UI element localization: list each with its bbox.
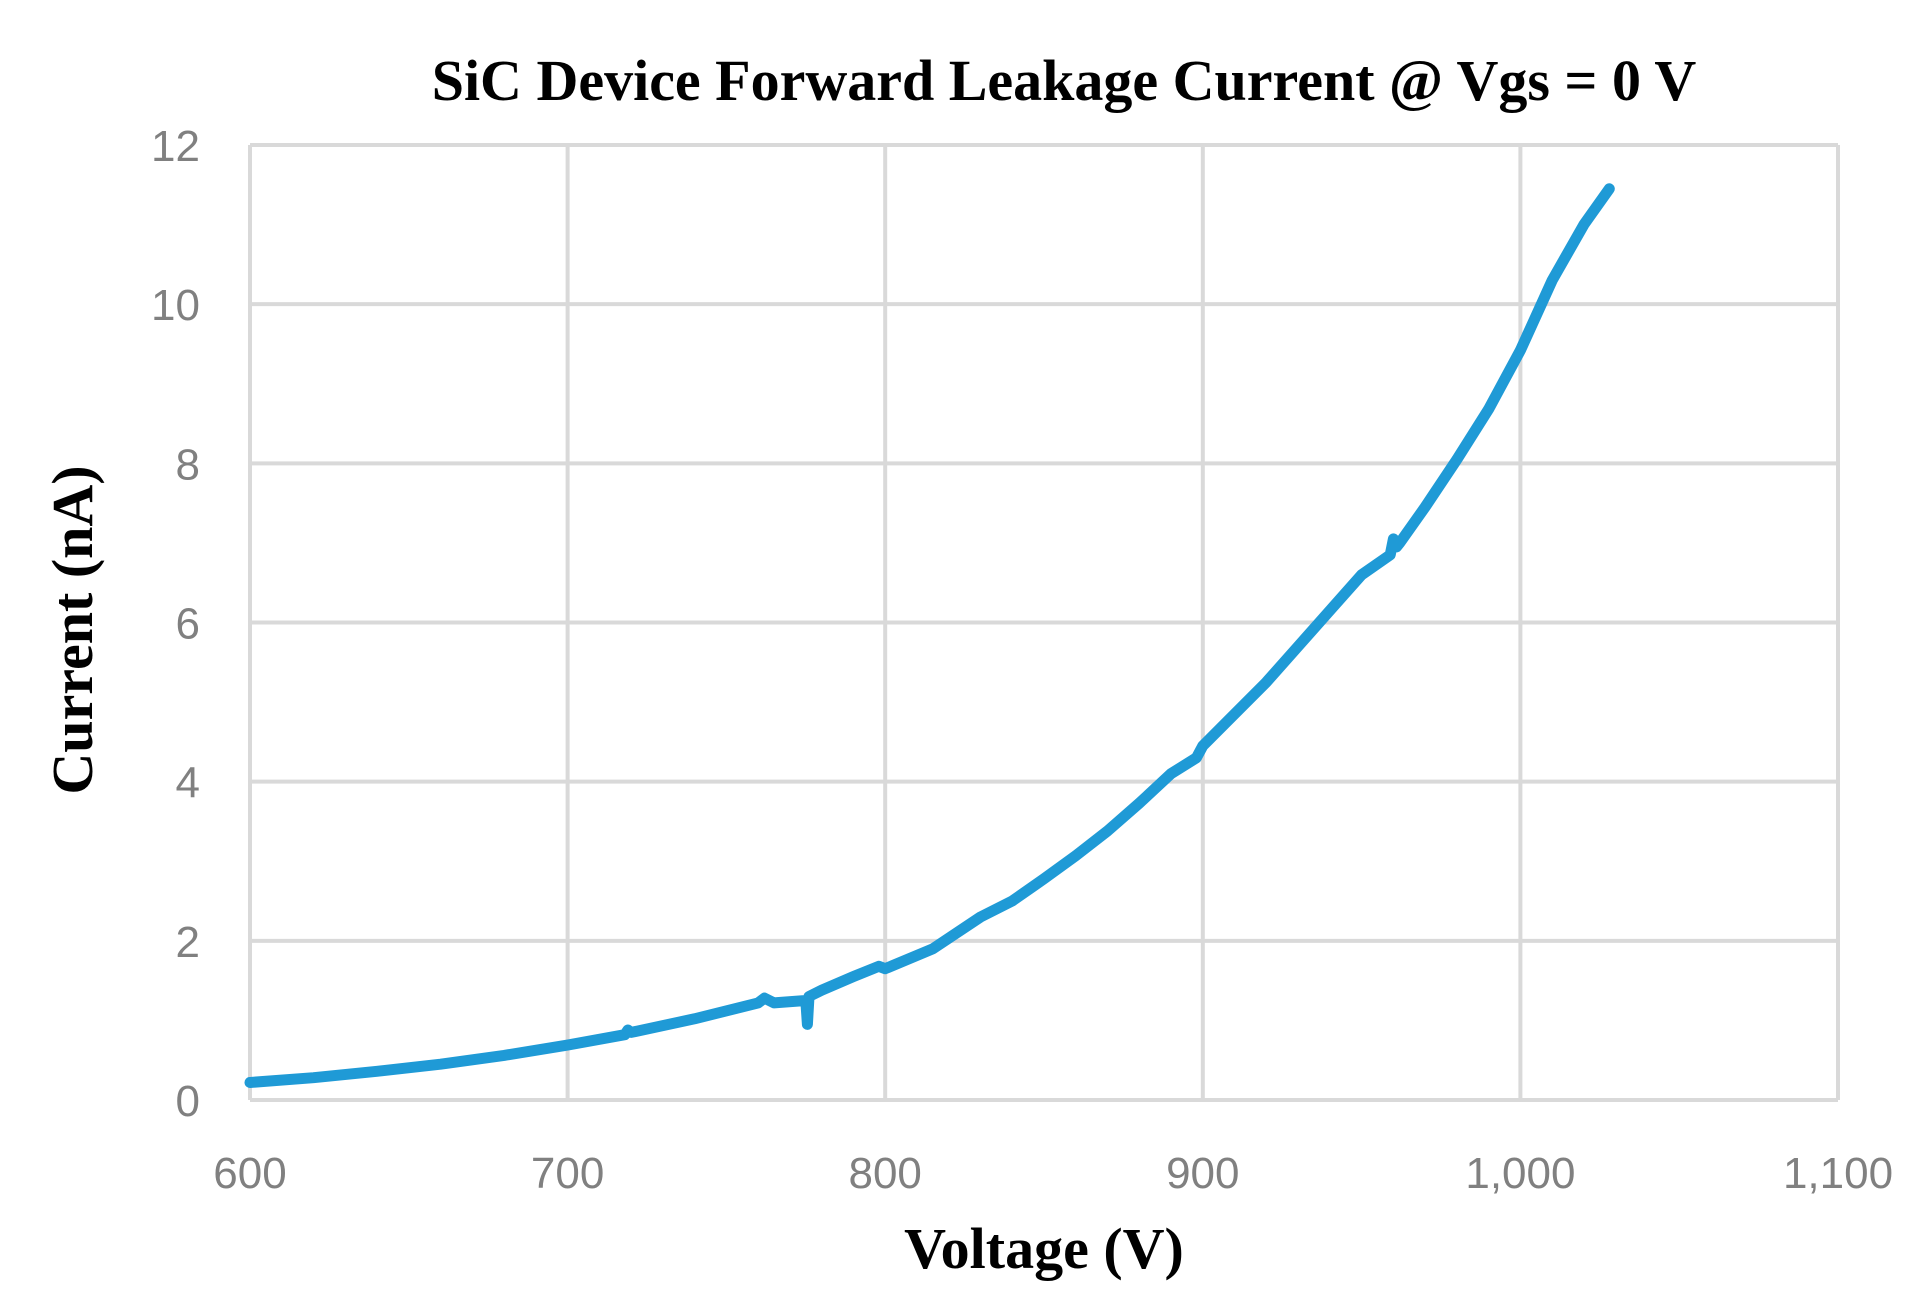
y-tick-label: 4 [176,759,200,808]
y-axis-label: Current (nA) [40,465,105,794]
gridlines [250,143,1840,1100]
y-tick-label: 6 [176,600,200,649]
x-tick-labels: 600 700 800 900 1,000 1,100 [213,1149,1893,1198]
y-tick-label: 2 [176,918,200,967]
x-tick-label: 800 [848,1149,921,1198]
axes [248,145,1838,1102]
y-tick-label: 12 [151,122,200,171]
x-tick-label: 700 [531,1149,604,1198]
x-tick-label: 1,000 [1465,1149,1575,1198]
y-tick-label: 10 [151,281,200,330]
series-line [244,183,1615,1088]
x-tick-label: 900 [1166,1149,1239,1198]
y-tick-label: 0 [176,1077,200,1126]
x-axis-label: Voltage (V) [904,1216,1184,1281]
chart-title: SiC Device Forward Leakage Current @ Vgs… [432,48,1697,113]
data-series [244,183,1615,1088]
y-tick-label: 8 [176,440,200,489]
y-tick-labels: 0 2 4 6 8 10 12 [151,122,200,1126]
x-tick-label: 600 [213,1149,286,1198]
x-tick-label: 1,100 [1783,1149,1893,1198]
